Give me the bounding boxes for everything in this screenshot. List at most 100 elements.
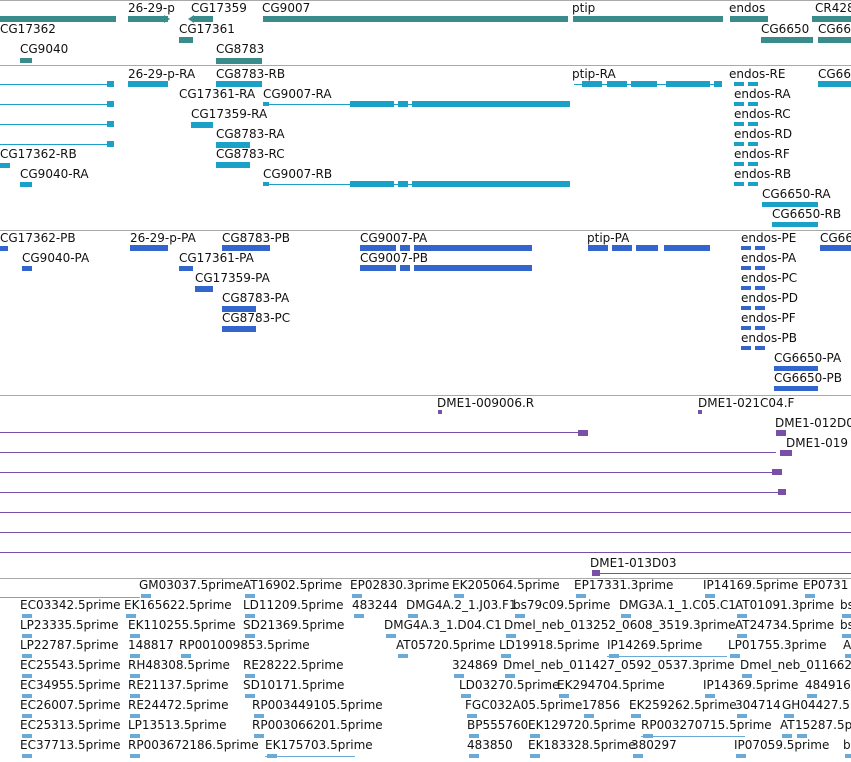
clones-feature-label[interactable]: DME1-013D03	[590, 556, 677, 570]
transcripts-feature-label[interactable]: CG17359-RA	[191, 107, 268, 121]
ests-feature-label[interactable]: AT01091.3prime	[735, 598, 835, 612]
proteins-feature-glyph[interactable]	[0, 246, 8, 251]
ests-feature-glyph[interactable]	[22, 674, 32, 678]
transcripts-feature-label[interactable]: CG9040-RA	[20, 167, 89, 181]
transcripts-feature-label[interactable]: CG8783-RA	[216, 127, 285, 141]
ests-feature-label[interactable]: AT05720.5prime	[396, 638, 496, 652]
ests-feature-glyph[interactable]	[807, 694, 817, 698]
ests-feature-glyph[interactable]	[181, 654, 191, 658]
proteins-feature-glyph[interactable]	[741, 306, 751, 310]
proteins-feature-label[interactable]: endos-PF	[741, 311, 796, 325]
ests-feature-label[interactable]: 484916	[805, 678, 851, 692]
proteins-feature-glyph[interactable]	[741, 246, 751, 250]
clones-feature-glyph[interactable]	[698, 410, 702, 414]
proteins-feature-label[interactable]: CG17359-PA	[195, 271, 270, 285]
proteins-feature-glyph[interactable]	[612, 245, 632, 251]
ests-feature-label[interactable]: bs	[840, 598, 851, 612]
transcripts-feature-glyph[interactable]	[748, 82, 758, 86]
ests-feature-glyph[interactable]	[530, 754, 540, 758]
ests-feature-glyph[interactable]	[130, 734, 140, 738]
proteins-feature-label[interactable]: endos-PA	[741, 251, 797, 265]
transcripts-feature-glyph[interactable]	[216, 142, 250, 148]
clones-clone-line[interactable]	[0, 472, 776, 473]
ests-feature-label[interactable]: Dmel_neb_011662	[740, 658, 851, 672]
ests-feature-glyph[interactable]	[130, 654, 140, 658]
ests-feature-glyph[interactable]	[782, 734, 792, 738]
ests-feature-label[interactable]: EK183328.5prime	[528, 738, 636, 752]
clones-feature-label[interactable]: DME1-009006.R	[437, 396, 535, 410]
ests-feature-label[interactable]: EK205064.5prime	[452, 578, 560, 592]
proteins-feature-glyph[interactable]	[400, 245, 410, 251]
ests-feature-glyph[interactable]	[22, 754, 32, 758]
proteins-feature-glyph[interactable]	[741, 326, 751, 330]
proteins-feature-glyph[interactable]	[755, 346, 765, 350]
transcripts-feature-glyph[interactable]	[748, 142, 758, 146]
proteins-feature-glyph[interactable]	[741, 286, 751, 290]
genes-feature-label[interactable]: CG66	[818, 22, 851, 36]
proteins-feature-glyph[interactable]	[755, 286, 765, 290]
ests-feature-glyph[interactable]	[784, 714, 794, 718]
ests-feature-label[interactable]: RP001009853.5prime	[179, 638, 310, 652]
ests-feature-glyph[interactable]	[742, 674, 752, 678]
ests-feature-glyph[interactable]	[130, 634, 140, 638]
ests-feature-label[interactable]: 483244	[352, 598, 398, 612]
proteins-feature-label[interactable]: endos-PB	[741, 331, 797, 345]
transcripts-feature-glyph[interactable]	[818, 81, 851, 87]
ests-feature-glyph[interactable]	[845, 654, 851, 658]
proteins-feature-glyph[interactable]	[774, 386, 818, 391]
clones-clone-line[interactable]	[0, 512, 851, 513]
ests-feature-label[interactable]: LD03270.5prime	[459, 678, 560, 692]
genes-feature-glyph[interactable]	[128, 16, 168, 22]
ests-feature-glyph[interactable]	[354, 614, 364, 618]
clones-clone-line[interactable]	[600, 573, 851, 574]
proteins-feature-label[interactable]: CG9007-PA	[360, 231, 428, 245]
ests-feature-label[interactable]: EC25313.5prime	[20, 718, 121, 732]
ests-feature-glyph[interactable]	[22, 654, 32, 658]
proteins-feature-glyph[interactable]	[664, 245, 710, 251]
ests-feature-label[interactable]: RP003270715.5prime	[641, 718, 772, 732]
ests-alignment-line[interactable]	[0, 597, 140, 598]
ests-feature-label[interactable]: LP23335.5prime	[20, 618, 119, 632]
ests-feature-glyph[interactable]	[737, 714, 747, 718]
proteins-feature-label[interactable]: CG8783-PC	[222, 311, 291, 325]
transcripts-feature-glyph[interactable]	[0, 163, 10, 168]
genes-feature-glyph[interactable]	[20, 58, 32, 63]
transcripts-feature-label[interactable]: CG9007-RB	[263, 167, 333, 181]
ests-feature-glyph[interactable]	[737, 614, 747, 618]
ests-feature-label[interactable]: 324869	[452, 658, 498, 672]
ests-feature-label[interactable]: RE24472.5prime	[128, 698, 229, 712]
genes-feature-label[interactable]: CR428	[815, 1, 851, 15]
transcripts-feature-label[interactable]: CG17361-RA	[179, 87, 256, 101]
ests-feature-label[interactable]: LD19918.5prime	[499, 638, 600, 652]
proteins-feature-label[interactable]: CG9007-PB	[360, 251, 429, 265]
transcripts-feature-label[interactable]: 26-29-p-RA	[128, 67, 196, 81]
ests-feature-glyph[interactable]	[245, 594, 255, 598]
proteins-feature-glyph[interactable]	[755, 306, 765, 310]
transcripts-feature-glyph[interactable]	[734, 122, 744, 126]
ests-feature-glyph[interactable]	[505, 674, 515, 678]
ests-feature-label[interactable]: IP14169.5prime	[703, 578, 799, 592]
genes-feature-glyph[interactable]	[179, 37, 193, 43]
transcripts-feature-label[interactable]: CG66	[818, 67, 851, 81]
ests-feature-label[interactable]: EK129720.5prime	[528, 718, 636, 732]
proteins-feature-label[interactable]: CG6650-PA	[774, 351, 842, 365]
proteins-feature-glyph[interactable]	[179, 266, 193, 271]
proteins-feature-glyph[interactable]	[755, 326, 765, 330]
ests-feature-label[interactable]: LP22787.5prime	[20, 638, 119, 652]
ests-feature-glyph[interactable]	[130, 674, 140, 678]
ests-feature-label[interactable]: 15287.5p	[795, 718, 851, 732]
ests-feature-label[interactable]: RE21137.5prime	[128, 678, 229, 692]
transcripts-intron-line[interactable]	[0, 104, 112, 105]
genes-feature-label[interactable]: CG17361	[179, 22, 235, 36]
ests-feature-glyph[interactable]	[461, 694, 471, 698]
proteins-feature-label[interactable]: 26-29-p-PA	[130, 231, 196, 245]
transcripts-feature-glyph[interactable]	[734, 142, 744, 146]
clones-feature-label[interactable]: DME1-019	[786, 436, 849, 450]
clones-feature-glyph[interactable]	[776, 430, 786, 436]
clones-clone-line[interactable]	[0, 552, 851, 553]
transcripts-feature-label[interactable]: endos-RE	[729, 67, 786, 81]
ests-feature-glyph[interactable]	[501, 654, 511, 658]
ests-feature-label[interactable]: IP14369.5prime	[703, 678, 799, 692]
ests-feature-glyph[interactable]	[245, 614, 255, 618]
ests-feature-glyph[interactable]	[469, 734, 479, 738]
